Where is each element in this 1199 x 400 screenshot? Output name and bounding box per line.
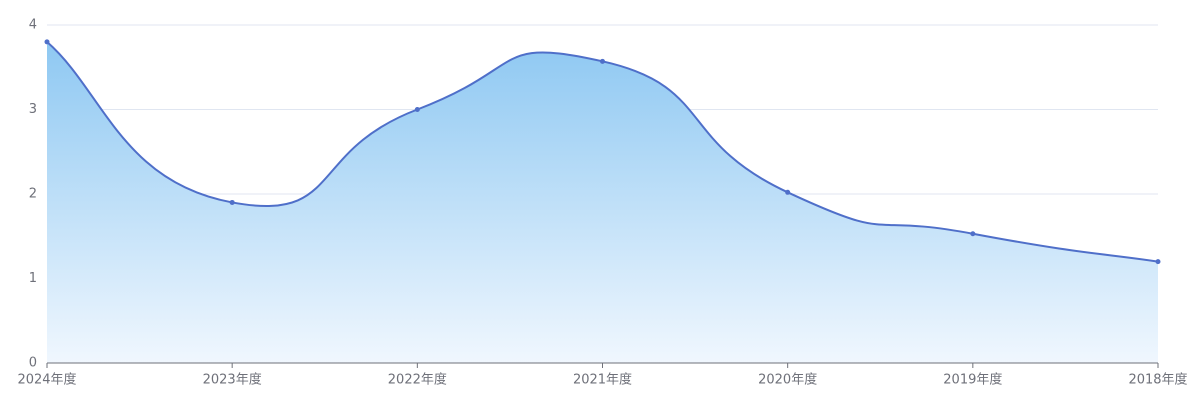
point — [970, 231, 976, 237]
point — [1155, 259, 1161, 265]
x-tick-label: 2021年度 — [573, 372, 632, 388]
y-tick-label: 2 — [29, 187, 37, 202]
y-tick-label: 3 — [29, 102, 37, 117]
area-fill — [47, 41, 1158, 364]
x-tick-label: 2019年度 — [943, 372, 1002, 388]
y-tick-label: 0 — [29, 356, 37, 371]
x-tick-label: 2024年度 — [17, 372, 76, 388]
point — [44, 39, 50, 45]
x-tick-label: 2022年度 — [388, 372, 447, 388]
point — [414, 107, 420, 112]
point — [229, 199, 235, 205]
point — [785, 189, 791, 195]
point — [600, 58, 605, 64]
y-tick-label: 1 — [29, 271, 37, 286]
x-tick-label: 2023年度 — [203, 372, 262, 388]
x-tick-label: 2020年度 — [758, 372, 817, 388]
y-tick-label: 4 — [29, 18, 37, 33]
x-tick-label: 2018年度 — [1128, 372, 1187, 388]
